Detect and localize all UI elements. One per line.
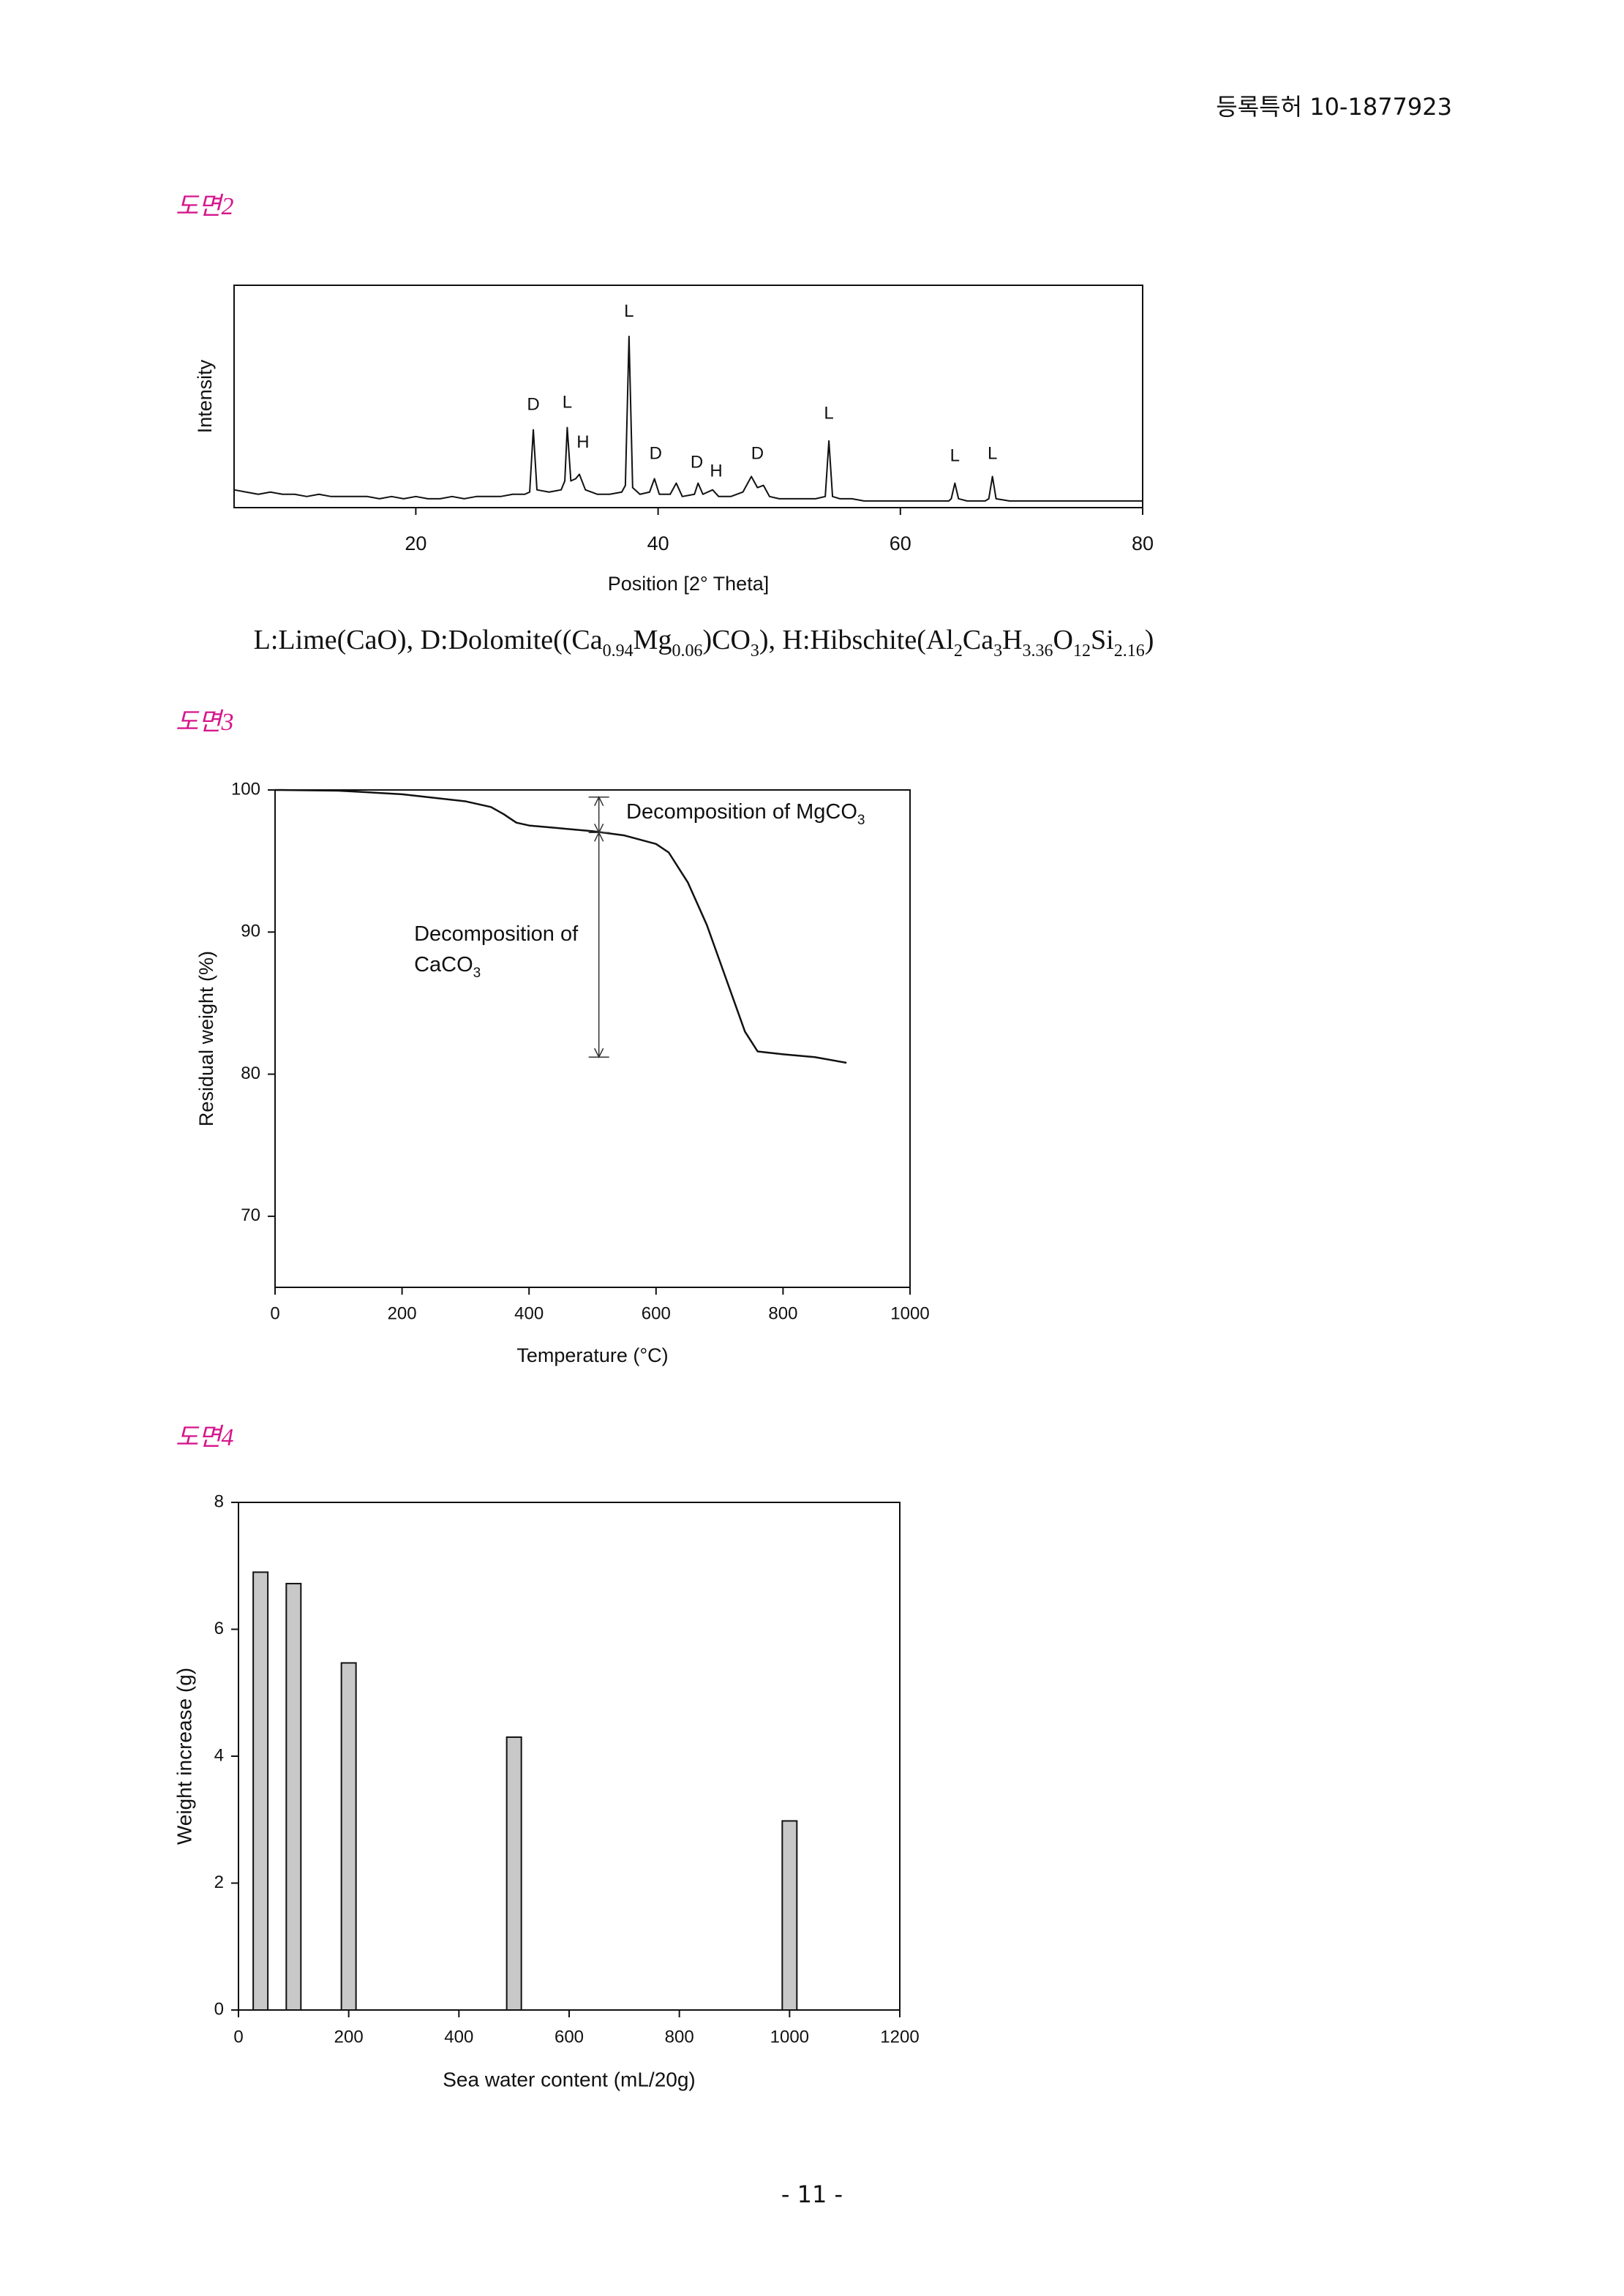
peak-label: H (710, 462, 722, 481)
x-tick-label: 800 (768, 1303, 797, 1323)
text-run: 2.16 (1114, 641, 1145, 660)
bar (252, 1571, 269, 2011)
y-tick-label: 80 (241, 1064, 260, 1083)
y-tick-label: 100 (231, 779, 260, 799)
plot-frame (274, 789, 911, 1288)
y-tick-label: 2 (214, 1872, 224, 1892)
x-tick-label: 200 (334, 2027, 364, 2047)
peak-label: D (691, 453, 703, 473)
peak-label: L (563, 392, 572, 412)
arrow-head (594, 1047, 604, 1058)
text-run: CaCO (414, 953, 473, 976)
peak-label: L (988, 443, 997, 463)
text-run: 3.36 (1023, 641, 1053, 660)
text-run: Ca (963, 625, 993, 655)
peak-label: L (950, 445, 960, 465)
x-tick-label: 400 (514, 1303, 544, 1323)
peak-label: L (824, 404, 833, 424)
x-tick-label: 600 (555, 2027, 584, 2047)
text-run: O (1053, 625, 1073, 655)
text-run: L:Lime(CaO), D:Dolomite((Ca (254, 625, 603, 655)
x-tick-label: 1000 (770, 2027, 809, 2047)
y-tick-label: 6 (214, 1619, 224, 1638)
text-run: Decomposition of MgCO (626, 800, 857, 824)
y-axis-label: Residual weight (%) (195, 951, 217, 1126)
y-axis-label: Weight increase (g) (173, 1668, 195, 1845)
text-run: )CO (702, 625, 750, 655)
annotation: Decomposition of MgCO3 (626, 800, 865, 828)
x-tick-label: 20 (405, 532, 426, 554)
arrow-head (594, 796, 604, 807)
figure-label: 도면4 (176, 1424, 234, 1451)
data-line (274, 788, 847, 1064)
text-run: 12 (1073, 641, 1091, 660)
peak-label: D (527, 395, 539, 415)
text-run: 0.94 (603, 641, 634, 660)
annotation: Decomposition of (414, 922, 579, 946)
header: 등록특허 10-1877923 (1216, 93, 1452, 121)
bar (505, 1736, 522, 2011)
plot-frame (238, 1502, 901, 2011)
text-run: H (1002, 625, 1022, 655)
text-run: 2 (954, 641, 963, 660)
figure-label: 도면2 (176, 193, 234, 220)
peak-label: D (650, 443, 662, 463)
x-tick-label: 200 (388, 1303, 417, 1323)
peak-label: L (624, 301, 634, 321)
x-tick-label: 80 (1132, 532, 1154, 554)
x-tick-label: 40 (647, 532, 669, 554)
x-axis-label: Temperature (°C) (516, 1344, 668, 1366)
text-run: ), H:Hibschite(Al (759, 625, 954, 655)
bar (340, 1662, 357, 2011)
x-tick-label: 60 (890, 532, 911, 554)
annotation: CaCO3 (414, 953, 481, 981)
footer: - 11 - (781, 2180, 843, 2208)
y-tick-label: 70 (241, 1205, 260, 1225)
x-tick-label: 600 (642, 1303, 671, 1323)
text-run: 3 (993, 641, 1002, 660)
y-tick-label: 8 (214, 1491, 224, 1511)
x-axis-label: Sea water content (mL/20g) (443, 2068, 696, 2090)
bar (781, 1820, 798, 2011)
x-tick-label: 0 (233, 2027, 243, 2047)
text-run: 3 (751, 641, 759, 660)
y-tick-label: 4 (214, 1745, 224, 1765)
peak-label: H (576, 432, 589, 452)
peak-label: D (751, 443, 764, 463)
text-run: Mg (634, 625, 672, 655)
x-tick-label: 400 (444, 2027, 473, 2047)
text-run: 3 (857, 813, 865, 828)
y-tick-label: 90 (241, 922, 260, 941)
text-run: 3 (473, 966, 481, 981)
figure-label: 도면3 (176, 709, 234, 736)
arrow-head (594, 831, 604, 842)
x-tick-label: 0 (270, 1303, 279, 1323)
x-tick-label: 1200 (880, 2027, 919, 2047)
y-tick-label: 0 (214, 1999, 224, 2019)
caption: L:Lime(CaO), D:Dolomite((Ca0.94Mg0.06)CO… (254, 625, 1154, 660)
text-run: ) (1145, 625, 1154, 655)
x-tick-label: 1000 (890, 1303, 929, 1323)
plot-frame (233, 285, 1143, 508)
bar (285, 1583, 302, 2011)
x-axis-label: Position [2° Theta] (608, 573, 769, 595)
text-run: 0.06 (672, 641, 702, 660)
data-line (233, 335, 1143, 502)
text-run: Decomposition of (414, 922, 579, 946)
text-run: Si (1091, 625, 1114, 655)
y-axis-label: Intensity (194, 359, 216, 433)
x-tick-label: 800 (665, 2027, 694, 2047)
